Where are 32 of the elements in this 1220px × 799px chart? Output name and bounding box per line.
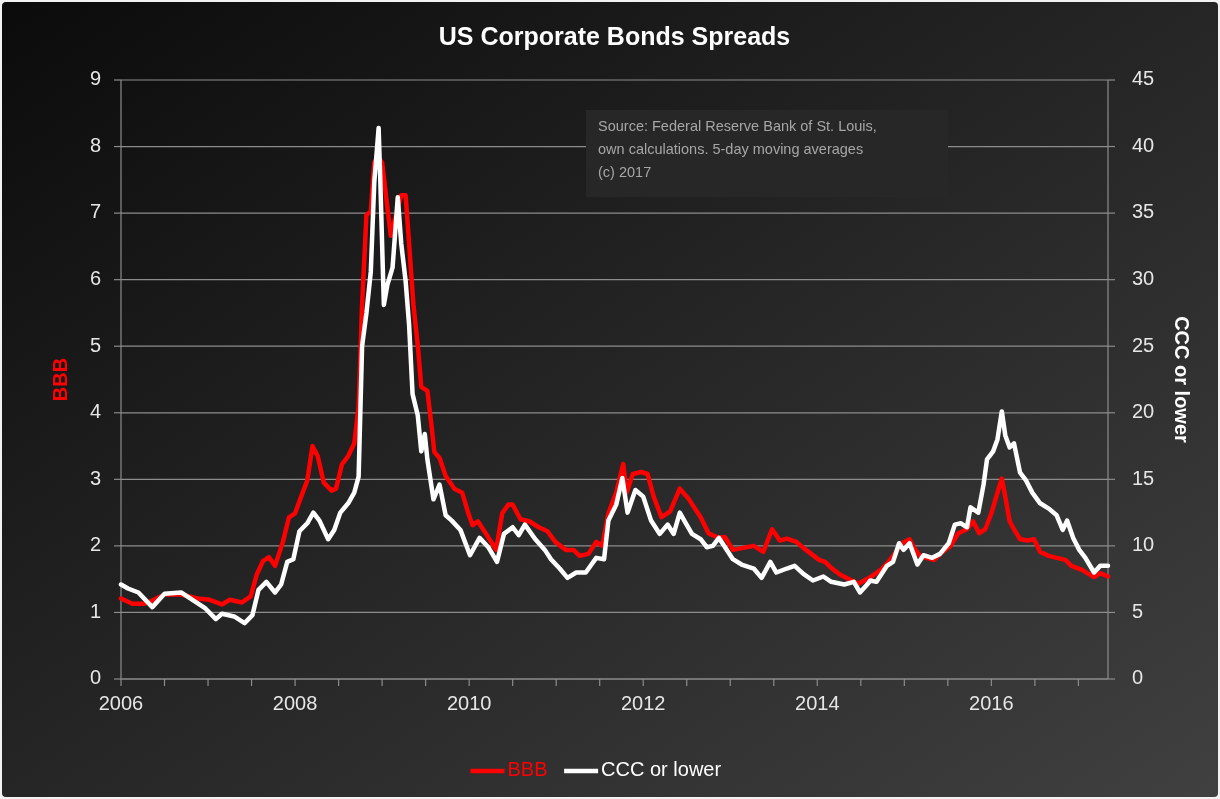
y2-tick-label: 0: [1132, 666, 1144, 689]
y-tick-label: 3: [89, 466, 101, 489]
y-tick-label: 5: [89, 333, 101, 356]
x-tick-label: 2012: [620, 692, 666, 715]
x-tick-label: 2016: [969, 692, 1014, 715]
y-tick-label: 4: [89, 400, 101, 423]
y2-tick-label: 25: [1132, 333, 1155, 356]
y-tick-label: 0: [89, 666, 101, 689]
chart-title: US Corporate Bonds Spreads: [438, 21, 791, 50]
y2-tick-label: 5: [1132, 599, 1144, 622]
y-tick-label: 8: [89, 133, 101, 156]
y-tick-label: 2: [89, 533, 101, 556]
x-tick-label: 2014: [795, 692, 840, 715]
y2-tick-label: 10: [1132, 533, 1155, 556]
x-tick-label: 2008: [272, 692, 318, 715]
y-tick-label: 7: [89, 200, 101, 223]
legend-label: CCC or lower: [601, 758, 722, 781]
annotation: Source: Federal Reserve Bank of St. Louis, own calculations. 5-day moving averages (c) 2017: [598, 118, 877, 180]
y2-tick-label: 40: [1132, 133, 1155, 156]
y-tick-label: 6: [89, 266, 101, 289]
y-axis-title: BBB: [49, 357, 72, 402]
y2-tick-label: 45: [1132, 67, 1155, 90]
y2-tick-label: 30: [1132, 266, 1155, 289]
x-tick-label: 2010: [446, 692, 492, 715]
y2-tick-label: 35: [1132, 200, 1155, 223]
y-tick-label: 1: [89, 599, 101, 622]
y2-tick-label: 20: [1132, 400, 1155, 423]
legend-label: BBB: [507, 758, 548, 781]
y-tick-label: 9: [89, 67, 101, 90]
y2-tick-label: 15: [1132, 466, 1155, 489]
y2-axis-title: CCC or lower: [1170, 316, 1193, 444]
x-tick-label: 2006: [98, 692, 144, 715]
